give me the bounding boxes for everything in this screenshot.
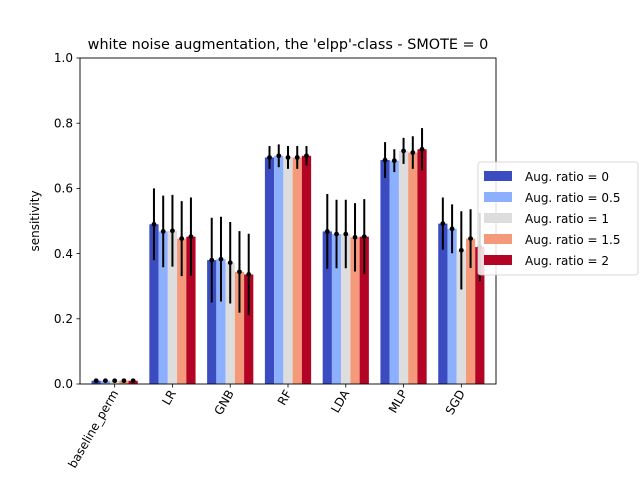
legend-label: Aug. ratio = 0.5 — [525, 191, 621, 205]
bar-SGD-series-0 — [438, 223, 448, 384]
y-axis: 0.0 0.2 0.4 0.6 0.8 1.0 — [54, 51, 80, 391]
bar-GNB-series-3 — [234, 271, 245, 384]
mean-marker-LR-series-0 — [151, 221, 157, 227]
legend-swatch — [484, 234, 512, 244]
x-tick-label: LR — [159, 388, 179, 408]
mean-marker-LDA-series-2 — [343, 231, 349, 237]
bar-RF-series-4 — [301, 155, 312, 384]
y-tick-label: 0.8 — [54, 116, 73, 130]
mean-marker-MLP-series-2 — [401, 148, 406, 154]
y-tick-label: 1.0 — [54, 51, 73, 65]
mean-marker-MLP-series-1 — [391, 158, 397, 164]
bar-LR-series-1 — [158, 231, 168, 384]
legend-swatch — [484, 171, 512, 181]
bar-RF-series-2 — [283, 157, 293, 384]
x-tick-label: LDA — [328, 387, 352, 415]
bar-RF-series-3 — [292, 157, 302, 384]
bar-SGD-series-1 — [447, 228, 457, 384]
legend-label: Aug. ratio = 1.5 — [525, 233, 621, 247]
mean-marker-baseline_perm-series-2 — [112, 378, 118, 384]
x-tick-label: GNB — [211, 388, 236, 418]
x-tick-label: MLP — [386, 388, 410, 416]
legend: Aug. ratio = 0 Aug. ratio = 0.5 Aug. ratio… — [477, 161, 639, 276]
bar-MLP-series-3 — [408, 152, 418, 384]
mean-marker-SGD-series-1 — [449, 226, 455, 232]
bar-LDA-series-4 — [359, 236, 369, 384]
mean-marker-SGD-series-0 — [440, 221, 446, 227]
bars-layer — [91, 149, 485, 384]
legend-swatch — [484, 213, 512, 223]
bar-GNB-series-0 — [207, 260, 217, 384]
mean-marker-GNB-series-3 — [237, 269, 242, 275]
bar-RF-series-1 — [274, 155, 284, 384]
bar-LR-series-2 — [167, 230, 178, 384]
bar-LDA-series-1 — [331, 234, 342, 384]
mean-marker-MLP-series-4 — [419, 146, 425, 152]
mean-marker-SGD-series-2 — [458, 247, 464, 253]
mean-marker-RF-series-2 — [285, 155, 291, 160]
y-tick-label: 0.6 — [54, 182, 73, 196]
mean-marker-MLP-series-3 — [410, 150, 416, 155]
mean-marker-baseline_perm-series-1 — [103, 378, 108, 384]
legend-swatch — [484, 192, 512, 202]
bar-MLP-series-1 — [389, 160, 399, 384]
mean-marker-MLP-series-0 — [382, 157, 388, 163]
mean-marker-baseline_perm-series-4 — [130, 378, 136, 384]
legend-label: Aug. ratio = 2 — [525, 254, 609, 268]
y-tick-label: 0.4 — [54, 247, 73, 261]
legend-swatch — [484, 255, 512, 265]
x-tick-label: SGD — [443, 388, 468, 418]
bar-LR-series-4 — [186, 236, 196, 384]
mean-marker-GNB-series-1 — [218, 256, 224, 262]
mean-marker-baseline_perm-series-3 — [121, 378, 127, 384]
legend-box — [477, 161, 639, 276]
mean-marker-GNB-series-2 — [227, 260, 233, 266]
y-tick-label: 0.0 — [54, 377, 73, 391]
bar-SGD-series-3 — [465, 238, 476, 384]
mean-marker-LR-series-4 — [188, 234, 194, 240]
bar-LDA-series-3 — [350, 237, 360, 384]
x-tick-label: baseline_perm — [65, 388, 121, 471]
mean-marker-LR-series-3 — [179, 236, 185, 242]
mean-marker-LR-series-2 — [170, 228, 175, 234]
mean-marker-baseline_perm-series-0 — [93, 378, 99, 384]
bar-MLP-series-4 — [417, 149, 427, 384]
x-axis: baseline_perm LR GNB RF LDA MLP SGD — [65, 384, 468, 470]
bar-SGD-series-4 — [475, 247, 485, 384]
mean-marker-RF-series-0 — [267, 155, 272, 160]
mean-marker-GNB-series-4 — [246, 272, 252, 277]
legend-label: Aug. ratio = 1 — [525, 212, 609, 226]
mean-marker-LDA-series-4 — [361, 234, 367, 240]
bar-RF-series-0 — [264, 157, 275, 384]
mean-marker-LR-series-1 — [160, 229, 166, 234]
x-tick-label: RF — [275, 387, 295, 407]
legend-label: Aug. ratio = 0 — [525, 170, 609, 184]
bar-LR-series-3 — [177, 238, 187, 384]
chart-title: white noise augmentation, the 'elpp'-cla… — [88, 37, 489, 53]
bar-LR-series-0 — [149, 224, 159, 384]
mean-marker-LDA-series-1 — [334, 231, 339, 237]
bar-LDA-series-0 — [322, 231, 332, 384]
bar-GNB-series-4 — [244, 274, 254, 384]
bar-LDA-series-2 — [341, 234, 351, 384]
mean-marker-GNB-series-0 — [209, 257, 215, 263]
mean-marker-LDA-series-3 — [352, 234, 358, 240]
bar-MLP-series-0 — [380, 160, 390, 384]
bar-MLP-series-2 — [398, 150, 409, 384]
mean-marker-SGD-series-3 — [468, 236, 473, 242]
mean-marker-RF-series-1 — [276, 153, 282, 159]
y-tick-label: 0.2 — [54, 312, 73, 326]
bar-SGD-series-2 — [456, 250, 466, 384]
mean-marker-RF-series-3 — [294, 155, 300, 160]
mean-marker-RF-series-4 — [304, 153, 309, 159]
bar-GNB-series-2 — [225, 262, 235, 384]
bar-GNB-series-1 — [216, 259, 226, 384]
mean-marker-LDA-series-0 — [324, 229, 330, 234]
y-axis-label: sensitivity — [28, 190, 42, 251]
